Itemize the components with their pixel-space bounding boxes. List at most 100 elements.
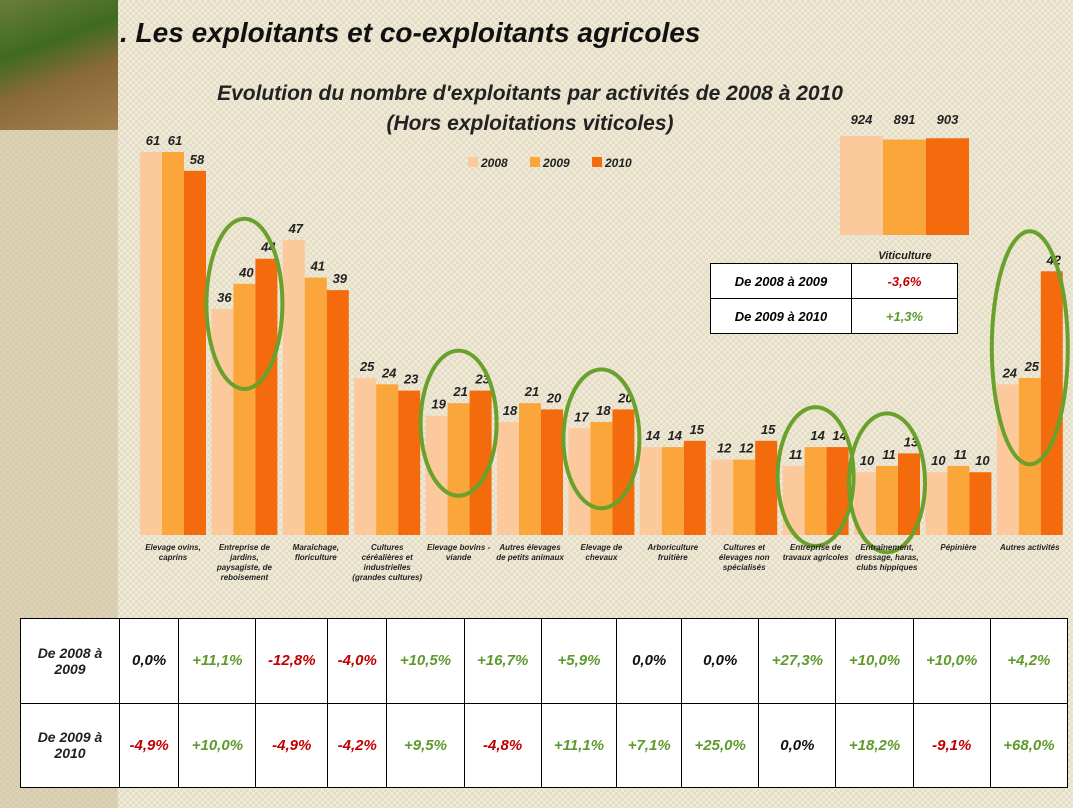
legend-label: 2008 bbox=[480, 156, 508, 170]
slide-title: . Les exploitants et co-exploitants agri… bbox=[120, 17, 700, 48]
value-label: 40 bbox=[238, 265, 254, 280]
bar bbox=[883, 140, 926, 235]
bar bbox=[755, 441, 777, 535]
table-cell: 0,0% bbox=[682, 619, 759, 704]
table-cell: 0,0% bbox=[759, 703, 836, 788]
value-label: 61 bbox=[168, 133, 182, 148]
value-label: 21 bbox=[452, 384, 467, 399]
table-cell: -9,1% bbox=[913, 703, 990, 788]
bar bbox=[997, 384, 1019, 535]
bar bbox=[162, 152, 184, 535]
table-row: De 2009 à 2010+1,3% bbox=[711, 299, 958, 334]
value-label: 14 bbox=[646, 428, 661, 443]
table-cell: -4,9% bbox=[256, 703, 328, 788]
bar bbox=[541, 409, 563, 535]
x-tick-label: Cultures céréalières et industrielles (g… bbox=[351, 543, 423, 583]
value-label: 17 bbox=[574, 409, 589, 424]
bar bbox=[612, 409, 634, 535]
x-tick-label: Elevage de chevaux bbox=[565, 543, 637, 563]
table-cell: +25,0% bbox=[682, 703, 759, 788]
x-tick-label: Entreprise de travaux agricoles bbox=[780, 543, 852, 563]
value-label: 12 bbox=[717, 441, 732, 456]
x-tick-label: Cultures et élevages non spécialisés bbox=[708, 543, 780, 573]
value-label: 21 bbox=[524, 384, 539, 399]
value-label: 18 bbox=[596, 403, 611, 418]
value-label: 924 bbox=[851, 112, 873, 127]
value-label: 39 bbox=[333, 271, 348, 286]
bar bbox=[1041, 271, 1063, 535]
bar bbox=[783, 466, 805, 535]
bar bbox=[283, 240, 305, 535]
table-cell: +11,1% bbox=[541, 703, 617, 788]
bar bbox=[925, 472, 947, 535]
bar bbox=[448, 403, 470, 535]
bar bbox=[947, 466, 969, 535]
legend-swatch bbox=[592, 157, 602, 167]
table-row: De 2008 à 2009-3,6% bbox=[711, 264, 958, 299]
table-cell: -4,2% bbox=[328, 703, 387, 788]
value-label: 36 bbox=[217, 290, 232, 305]
bar bbox=[733, 460, 755, 535]
value-label: 58 bbox=[190, 152, 205, 167]
value-label: 25 bbox=[359, 359, 375, 374]
chart-subtitle: (Hors exploitations viticoles) bbox=[386, 112, 673, 135]
table-cell: +4,2% bbox=[990, 619, 1067, 704]
x-tick-label: Pépinière bbox=[922, 543, 994, 553]
bar bbox=[684, 441, 706, 535]
bar bbox=[519, 403, 541, 535]
bar bbox=[590, 422, 612, 535]
table-cell: +9,5% bbox=[387, 703, 464, 788]
table-cell: -4,8% bbox=[464, 703, 541, 788]
value-label: 14 bbox=[668, 428, 683, 443]
table-cell: +10,0% bbox=[179, 703, 256, 788]
value-label: 25 bbox=[1024, 359, 1040, 374]
bar bbox=[805, 447, 827, 535]
bar bbox=[1019, 378, 1041, 535]
value-label: 10 bbox=[931, 453, 946, 468]
x-tick-label: Autres élevages de petits animaux bbox=[494, 543, 566, 563]
table-cell: +68,0% bbox=[990, 703, 1067, 788]
table-cell: De 2008 à 2009 bbox=[711, 264, 852, 299]
bar bbox=[140, 152, 162, 535]
bar bbox=[640, 447, 662, 535]
bar bbox=[840, 136, 883, 235]
value-label: 47 bbox=[288, 221, 304, 236]
value-label: 15 bbox=[761, 422, 776, 437]
table-cell: +10,0% bbox=[836, 619, 913, 704]
value-label: 61 bbox=[146, 133, 160, 148]
bar bbox=[662, 447, 684, 535]
x-tick-label: Viticulture bbox=[878, 250, 931, 262]
x-tick-label: Arboriculture fruitière bbox=[637, 543, 709, 563]
legend-label: 2010 bbox=[604, 156, 632, 170]
value-label: 15 bbox=[690, 422, 705, 437]
table-cell: +11,1% bbox=[179, 619, 256, 704]
x-tick-label: Autres activités bbox=[994, 543, 1066, 553]
bar bbox=[327, 290, 349, 535]
x-tick-label: Elevage bovins - viande bbox=[423, 543, 495, 563]
table-cell: -4,0% bbox=[328, 619, 387, 704]
table-cell: +10,0% bbox=[913, 619, 990, 704]
table-cell: De 2009 à 2010 bbox=[711, 299, 852, 334]
bar bbox=[184, 171, 206, 535]
bar bbox=[497, 422, 519, 535]
value-label: 19 bbox=[431, 397, 446, 412]
table-cell: +16,7% bbox=[464, 619, 541, 704]
legend-swatch bbox=[468, 157, 478, 167]
table-cell: +27,3% bbox=[759, 619, 836, 704]
value-label: 41 bbox=[310, 259, 325, 274]
legend-label: 2009 bbox=[542, 156, 570, 170]
x-tick-label: Maraîchage, floriculture bbox=[280, 543, 352, 563]
legend-swatch bbox=[530, 157, 540, 167]
table-row: De 2009 à 2010-4,9%+10,0%-4,9%-4,2%+9,5%… bbox=[21, 703, 1068, 788]
inset-table: De 2008 à 2009-3,6%De 2009 à 2010+1,3% bbox=[710, 263, 958, 334]
table-cell: -12,8% bbox=[256, 619, 328, 704]
bar bbox=[876, 466, 898, 535]
value-label: 14 bbox=[810, 428, 825, 443]
bar bbox=[376, 384, 398, 535]
table-cell: +7,1% bbox=[617, 703, 682, 788]
table-cell: 0,0% bbox=[617, 619, 682, 704]
bar bbox=[354, 378, 376, 535]
table-cell: 0,0% bbox=[120, 619, 179, 704]
x-tick-label: Entraînement, dressage, haras, clubs hip… bbox=[851, 543, 923, 573]
